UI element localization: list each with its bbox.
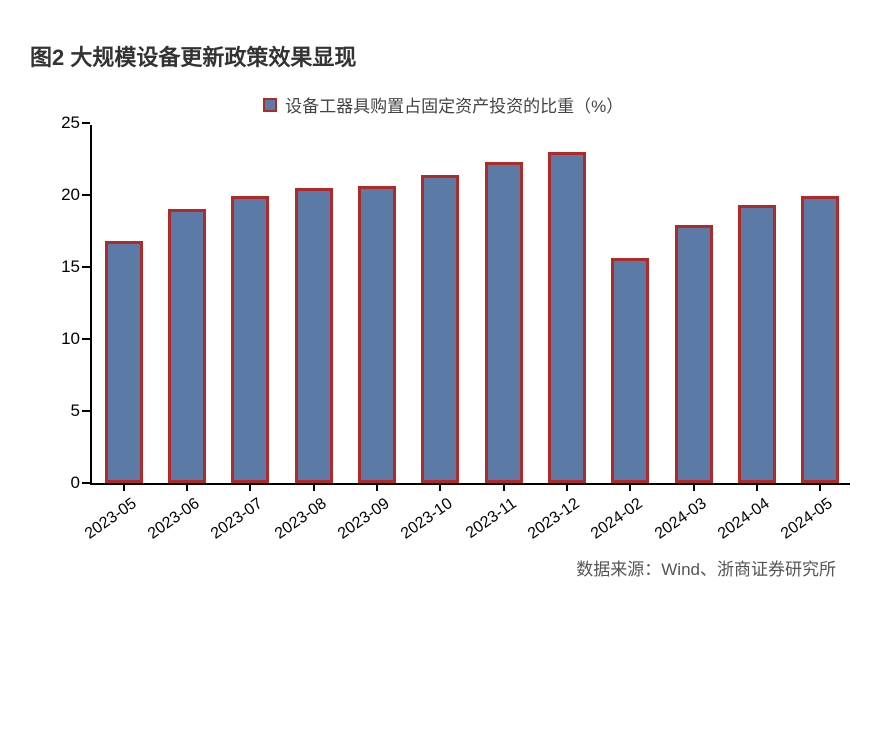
bar <box>358 186 396 483</box>
x-tick-label: 2024-04 <box>715 495 773 543</box>
bar <box>485 162 523 483</box>
y-tick-label: 0 <box>71 473 80 493</box>
x-tick-label: 2024-03 <box>652 495 710 543</box>
chart-title: 图2 大规模设备更新政策效果显现 <box>30 40 856 72</box>
legend: 设备工器具购置占固定资产投资的比重（%） <box>30 92 856 117</box>
x-tick-label: 2023-11 <box>463 495 520 543</box>
y-tick <box>82 122 90 124</box>
bar <box>738 205 776 483</box>
x-tick <box>629 483 631 491</box>
x-tick <box>693 483 695 491</box>
bar <box>421 175 459 483</box>
x-tick-label: 2023-08 <box>272 495 330 543</box>
x-tick-label: 2024-05 <box>778 495 836 543</box>
x-tick <box>186 483 188 491</box>
y-tick <box>82 266 90 268</box>
bar <box>611 258 649 483</box>
x-tick <box>756 483 758 491</box>
y-tick-label: 10 <box>61 329 80 349</box>
x-tick-label: 2023-12 <box>525 495 583 543</box>
bar <box>168 209 206 483</box>
chart-area: 05101520252023-052023-062023-072023-0820… <box>90 125 836 485</box>
y-tick <box>82 410 90 412</box>
x-tick-label: 2023-10 <box>398 495 456 543</box>
x-tick <box>123 483 125 491</box>
legend-swatch <box>263 98 277 112</box>
x-tick-label: 2023-07 <box>208 495 266 543</box>
y-tick <box>82 482 90 484</box>
y-tick-label: 5 <box>71 401 80 421</box>
x-tick-label: 2023-05 <box>82 495 140 543</box>
x-tick <box>819 483 821 491</box>
y-tick-label: 20 <box>61 185 80 205</box>
source-text: 数据来源：Wind、浙商证券研究所 <box>30 555 836 580</box>
x-tick <box>503 483 505 491</box>
bar <box>801 196 839 483</box>
y-tick-label: 25 <box>61 113 80 133</box>
y-tick <box>82 338 90 340</box>
y-tick-label: 15 <box>61 257 80 277</box>
x-tick-label: 2023-06 <box>145 495 203 543</box>
x-tick <box>313 483 315 491</box>
bar <box>105 241 143 483</box>
bar <box>675 225 713 483</box>
x-tick <box>249 483 251 491</box>
plot: 05101520252023-052023-062023-072023-0820… <box>90 125 850 485</box>
legend-label: 设备工器具购置占固定资产投资的比重（%） <box>285 97 623 116</box>
bar <box>231 196 269 483</box>
x-tick <box>376 483 378 491</box>
x-tick-label: 2023-09 <box>335 495 393 543</box>
bar <box>548 152 586 483</box>
x-tick <box>439 483 441 491</box>
bar <box>295 188 333 483</box>
x-tick-label: 2024-02 <box>588 495 646 543</box>
x-tick <box>566 483 568 491</box>
y-tick <box>82 194 90 196</box>
